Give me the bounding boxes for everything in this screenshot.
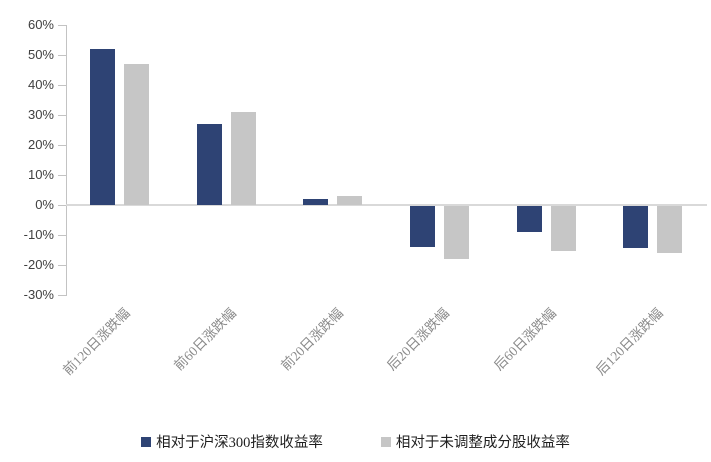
y-tick-label: 50% (27, 47, 54, 62)
x-tick-label: 后20日涨跌幅 (384, 305, 453, 374)
y-tick-mark (58, 85, 66, 86)
legend-swatch-series2-icon (380, 436, 391, 447)
y-tick-label: 20% (27, 137, 54, 152)
bar-series1-后60日涨跌幅 (516, 206, 542, 232)
y-tick-label: -10% (23, 227, 54, 242)
x-tick-label: 前120日涨跌幅 (59, 305, 133, 378)
y-axis-line (66, 25, 67, 296)
y-tick-mark (58, 55, 66, 56)
bar-series2-后60日涨跌幅 (550, 206, 576, 251)
y-tick-label: -30% (23, 287, 54, 302)
y-tick-mark (58, 25, 66, 26)
y-tick-label: -20% (23, 257, 54, 272)
y-tick-label: 0% (35, 197, 54, 212)
y-tick-label: 10% (27, 167, 54, 182)
legend-item-series1: 相对于沪深300指数收益率 (141, 431, 323, 452)
bar-series2-后20日涨跌幅 (443, 206, 469, 259)
bar-series2-后120日涨跌幅 (657, 206, 683, 253)
zero-baseline (66, 204, 707, 206)
bar-series2-前20日涨跌幅 (337, 196, 363, 205)
y-tick-mark (58, 145, 66, 146)
bar-series1-后20日涨跌幅 (409, 206, 435, 247)
legend-swatch-series1-icon (141, 436, 152, 447)
bar-series1-前60日涨跌幅 (196, 124, 222, 205)
y-tick-mark (58, 205, 66, 206)
y-tick-label: 30% (27, 107, 54, 122)
x-tick-label: 后120日涨跌幅 (592, 305, 666, 378)
y-tick-mark (58, 235, 66, 236)
bar-series1-后120日涨跌幅 (623, 206, 649, 248)
bar-series2-前60日涨跌幅 (230, 112, 256, 205)
x-tick-label: 后60日涨跌幅 (491, 305, 559, 374)
bar-series1-前120日涨跌幅 (89, 49, 115, 205)
x-tick-label: 前20日涨跌幅 (277, 305, 346, 374)
y-tick-label: 40% (27, 77, 54, 92)
legend: 相对于沪深300指数收益率 相对于未调整成分股收益率 (0, 431, 711, 452)
bar-series1-前20日涨跌幅 (303, 199, 329, 205)
y-tick-mark (58, 295, 66, 296)
bar-series2-前120日涨跌幅 (123, 64, 149, 205)
legend-label-series2: 相对于未调整成分股收益率 (395, 435, 570, 451)
y-tick-mark (58, 115, 66, 116)
y-tick-label: 60% (27, 17, 54, 32)
y-tick-mark (58, 175, 66, 176)
legend-label-series1: 相对于沪深300指数收益率 (156, 435, 323, 451)
y-tick-mark (58, 265, 66, 266)
legend-item-series2: 相对于未调整成分股收益率 (380, 431, 570, 452)
x-tick-label: 前60日涨跌幅 (171, 305, 239, 374)
